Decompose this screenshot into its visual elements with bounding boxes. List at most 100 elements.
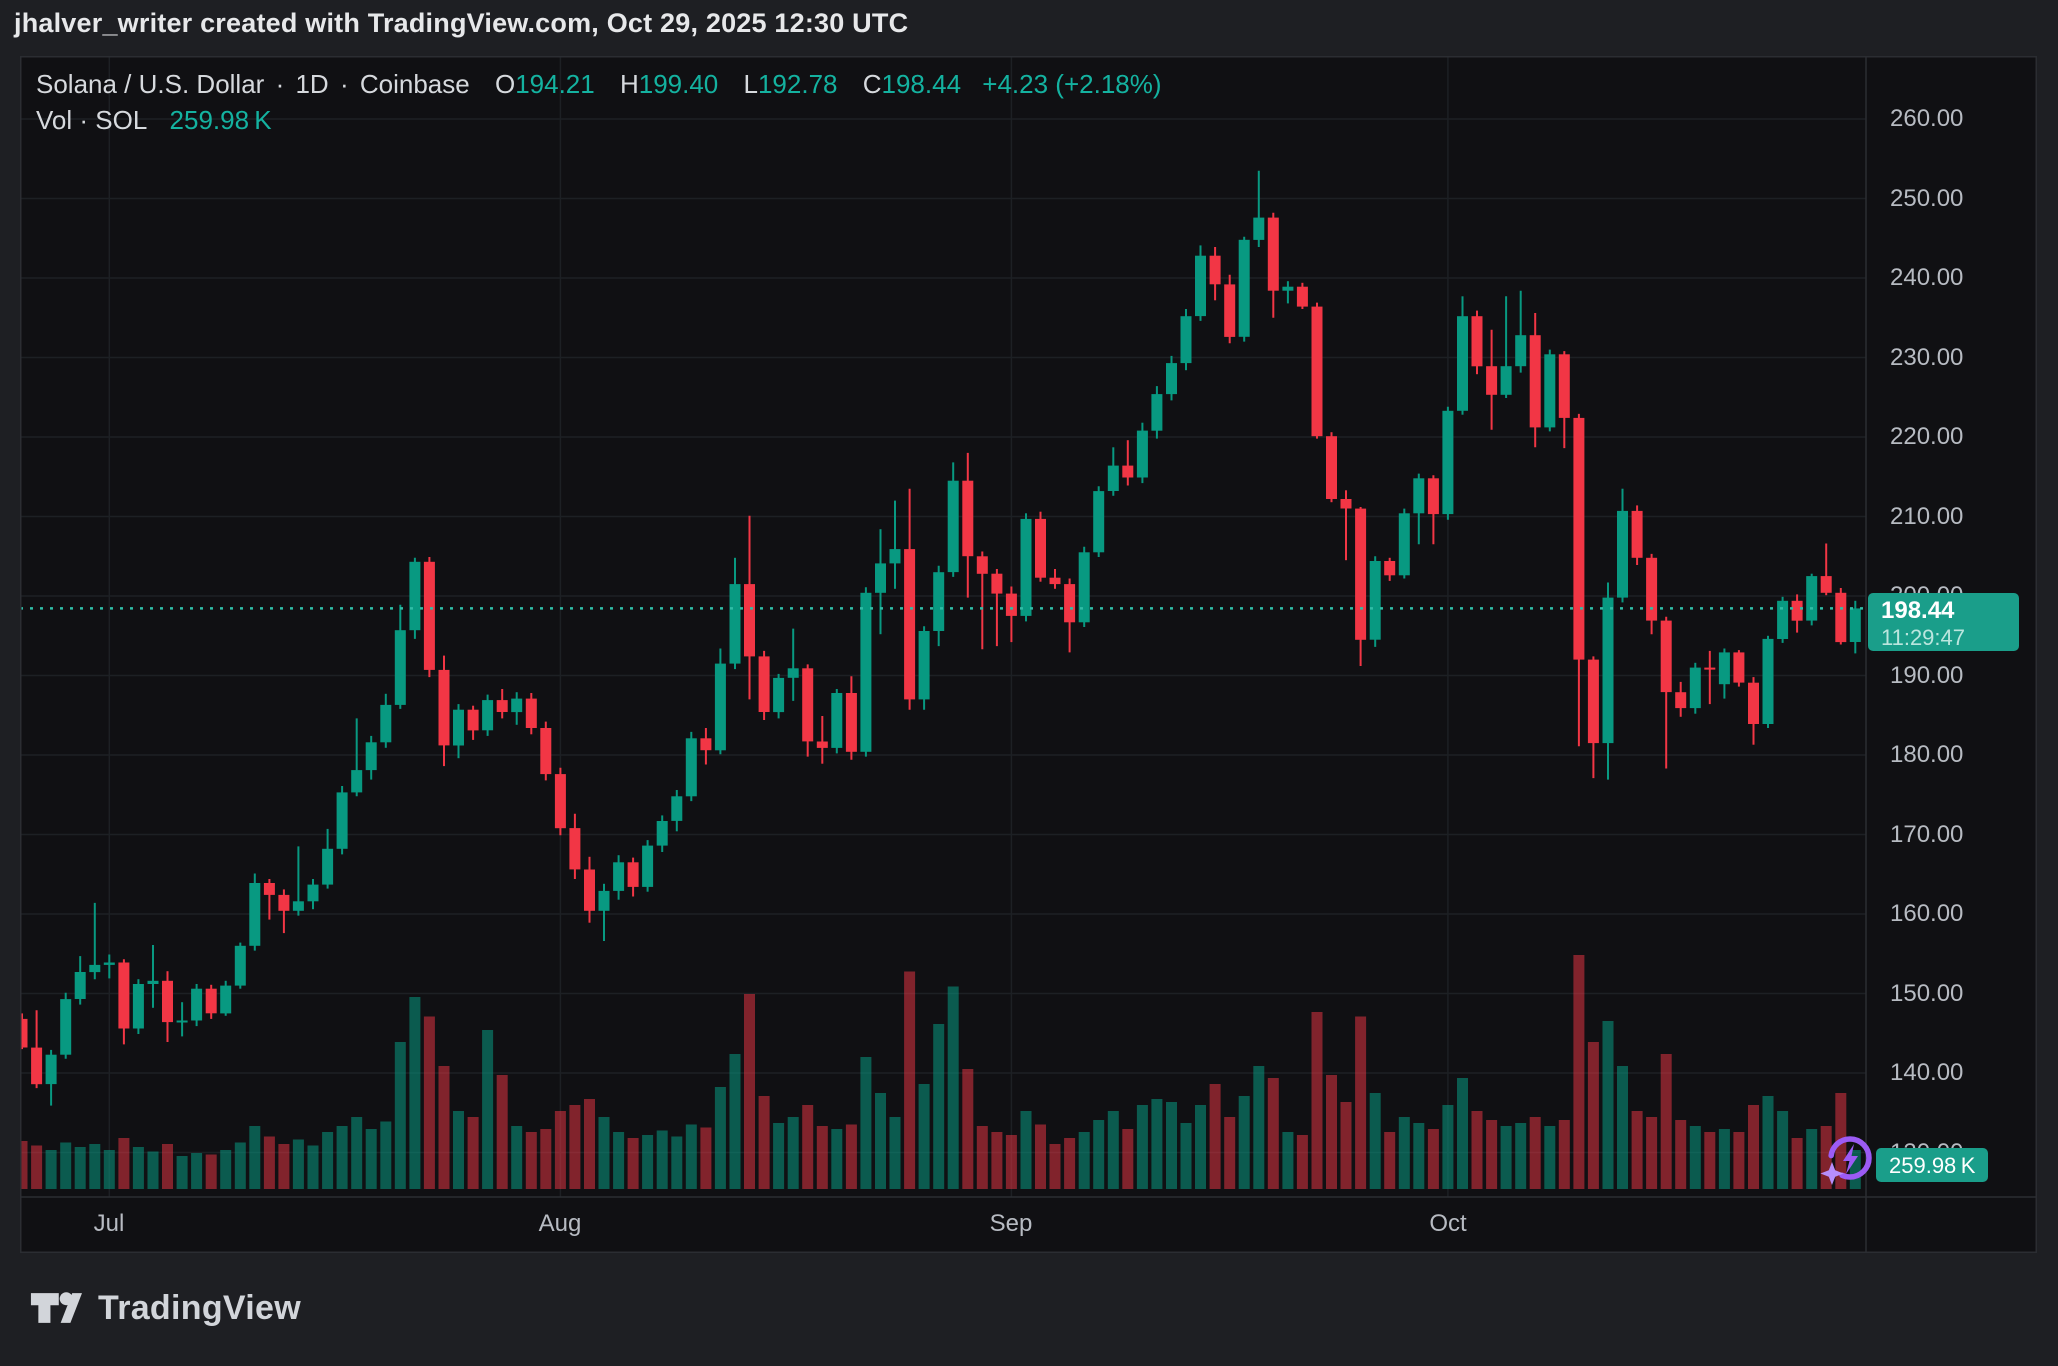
volume-bar <box>860 1057 872 1189</box>
candle-body <box>816 741 828 748</box>
candle-body <box>1529 335 1541 428</box>
open-value: 194.21 <box>515 69 595 99</box>
candle-body <box>1820 576 1832 593</box>
footer-branding[interactable]: TradingView <box>30 1283 301 1333</box>
volume-bar <box>1558 1120 1570 1189</box>
candle-body <box>278 894 290 911</box>
volume-bar <box>1486 1120 1498 1189</box>
candle-body <box>1267 217 1279 291</box>
low-value: 192.78 <box>757 69 838 99</box>
candle-body <box>1675 692 1687 709</box>
volume-bar <box>962 1069 974 1189</box>
candle-body <box>191 988 203 1021</box>
volume-bar <box>1573 955 1585 1189</box>
volume-bar <box>234 1142 246 1189</box>
candle-body <box>1427 478 1439 515</box>
brand-wordmark: TradingView <box>98 1288 301 1327</box>
candle-body <box>889 549 901 564</box>
volume-bar <box>380 1121 392 1189</box>
candle-body <box>1515 335 1527 367</box>
volume-bar <box>1718 1129 1730 1189</box>
price-tick-label: 220.00 <box>1890 423 1964 450</box>
volume-bar <box>714 1087 726 1189</box>
volume-bar <box>1457 1078 1468 1189</box>
candle-body <box>1035 518 1046 578</box>
candle-body <box>1340 499 1352 509</box>
candle-body <box>467 709 479 731</box>
close-label: C <box>862 69 882 99</box>
volume-bar <box>1733 1132 1745 1189</box>
volume-bar <box>1515 1123 1527 1189</box>
volume-bar <box>191 1153 203 1189</box>
volume-bar <box>918 1084 930 1189</box>
volume-bar <box>875 1093 886 1189</box>
candle-body <box>1500 366 1512 395</box>
candle-body <box>1326 436 1337 499</box>
volume-bar <box>598 1117 610 1189</box>
tradingview-logo-icon <box>30 1292 82 1323</box>
volume-bar <box>845 1124 857 1189</box>
candle-body <box>1544 354 1556 428</box>
candle-body <box>1733 652 1745 683</box>
current-volume-badge: 259.98 K <box>1876 1148 1989 1182</box>
candle-body <box>60 999 72 1055</box>
candle-body <box>89 964 101 973</box>
candle-body <box>1806 576 1818 621</box>
volume-bar <box>1049 1144 1061 1189</box>
candle-body <box>1602 597 1614 744</box>
candle-body <box>962 480 974 557</box>
close-value: 198.44 <box>881 69 962 99</box>
candlestick-volume-canvas[interactable] <box>20 56 2037 1253</box>
attribution-text: jhalver_writer created with TradingView.… <box>14 8 909 38</box>
candle-body <box>1413 478 1425 514</box>
volume-bar <box>74 1147 86 1189</box>
volume-bar <box>1166 1102 1177 1189</box>
candle-body <box>525 698 537 728</box>
candle-body <box>976 556 988 574</box>
candle-body <box>234 945 246 986</box>
candle-body <box>671 796 683 821</box>
price-tick-label: 260.00 <box>1890 105 1964 132</box>
lightning-boost-icon[interactable] <box>1818 1132 1878 1194</box>
candle-body <box>20 1018 28 1048</box>
volume-bar <box>292 1139 304 1189</box>
candle-body <box>685 738 697 797</box>
volume-bar <box>802 1105 814 1189</box>
candle-body <box>845 693 857 752</box>
candle-body <box>132 984 144 1029</box>
volume-bar <box>1544 1126 1556 1189</box>
volume-bar <box>700 1127 712 1189</box>
volume-bar <box>773 1123 785 1189</box>
legend-separator: · <box>275 69 285 99</box>
candle-body <box>438 669 450 746</box>
candle-body <box>496 700 508 712</box>
time-axis[interactable]: Jul Aug Sep Oct <box>20 1197 1866 1253</box>
volume-bar <box>1398 1117 1410 1189</box>
candle-body <box>831 693 843 748</box>
last-price-value: 198.44 <box>1881 597 1955 624</box>
candle-body <box>1311 306 1323 437</box>
volume-bar <box>569 1105 581 1189</box>
candle-body <box>322 848 334 885</box>
volume-bar <box>307 1145 319 1189</box>
volume-bar <box>1195 1105 1206 1189</box>
candle-body <box>1442 410 1454 515</box>
volume-bar <box>656 1130 668 1189</box>
candle-body <box>918 631 930 700</box>
volume-bar <box>1442 1105 1454 1189</box>
candle-body <box>1587 659 1599 744</box>
volume-bar <box>729 1054 741 1189</box>
candle-body <box>773 677 785 713</box>
price-tick-label: 210.00 <box>1890 503 1964 530</box>
volume-bar <box>31 1145 43 1189</box>
volume-bar <box>933 1024 945 1189</box>
volume-bar <box>831 1129 843 1189</box>
volume-bar <box>627 1138 639 1189</box>
volume-bar <box>351 1117 363 1189</box>
candle-body <box>1748 682 1759 724</box>
low-label: L <box>743 69 758 99</box>
time-tick-label: Oct <box>1429 1210 1467 1237</box>
candle-body <box>627 862 639 887</box>
change-value: +4.23 (+2.18%) <box>982 69 1162 99</box>
